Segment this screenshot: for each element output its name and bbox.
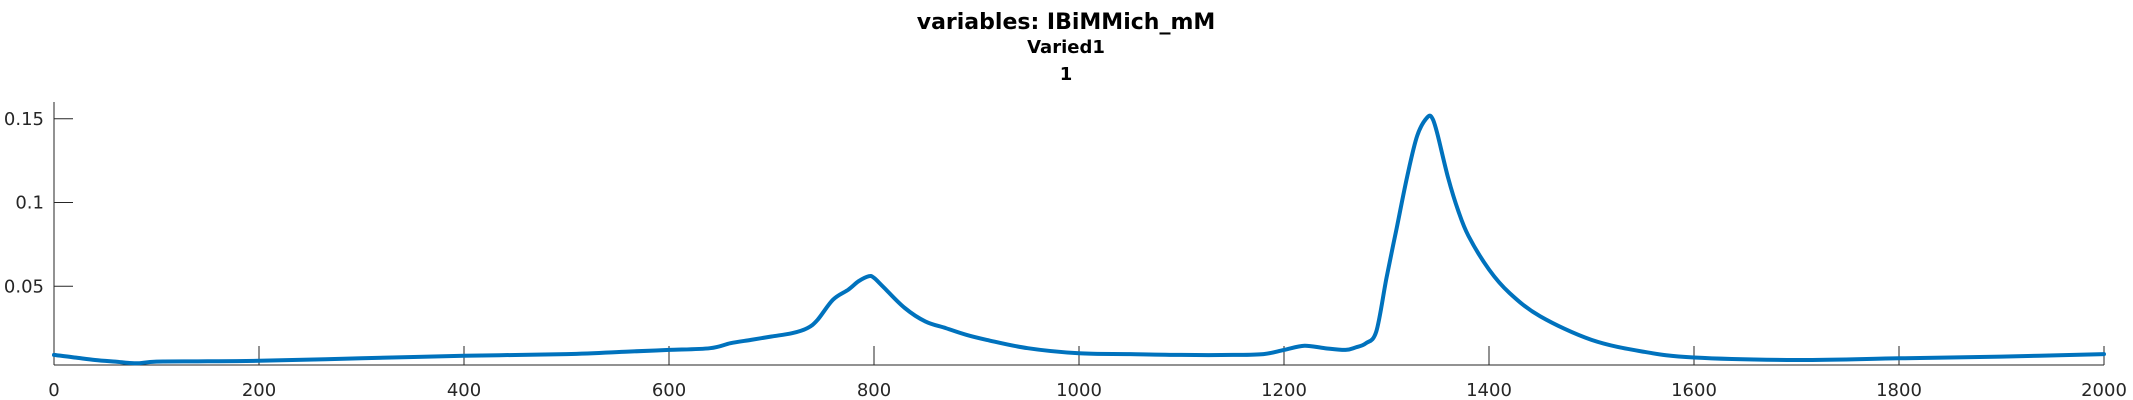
chart-title: variables: IBiMMich_mM — [917, 10, 1216, 35]
x-tick-label: 400 — [447, 380, 481, 400]
axes — [53, 102, 2104, 366]
x-tick-label: 600 — [652, 380, 686, 400]
x-tick-label: 800 — [857, 380, 891, 400]
x-tick-label: 1200 — [1261, 380, 1307, 400]
x-tick-label: 1800 — [1876, 380, 1922, 400]
x-tick-label: 0 — [48, 380, 59, 400]
y-tick-label: 0.05 — [4, 276, 44, 297]
series-layer — [52, 113, 2106, 366]
series-line — [52, 113, 2106, 366]
y-tick-label: 0.15 — [4, 109, 44, 130]
axis-ticks: 0 200 400 600 800 1000 1200 1400 1600 1800 2000 0.0… — [4, 109, 2127, 400]
x-tick-label: 1400 — [1466, 380, 1512, 400]
x-tick-label: 2000 — [2081, 380, 2127, 400]
x-tick-label: 1600 — [1671, 380, 1717, 400]
y-tick-label: 0.1 — [15, 193, 44, 214]
chart-subtitle-2: 1 — [1060, 64, 1073, 85]
x-tick-label: 1000 — [1056, 380, 1102, 400]
chart-subtitle: Varied1 — [1027, 37, 1105, 58]
x-tick-label: 200 — [242, 380, 276, 400]
